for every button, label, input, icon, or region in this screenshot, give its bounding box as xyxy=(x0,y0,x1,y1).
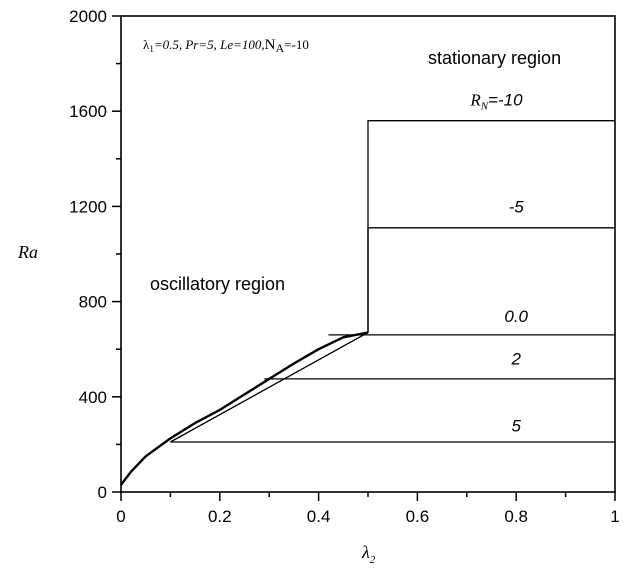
y-tick-label: 1600 xyxy=(69,102,107,121)
y-tick-label: 0 xyxy=(98,483,107,502)
x-tick-label: 0.2 xyxy=(208,507,232,526)
x-tick-label: 0.6 xyxy=(406,507,430,526)
oscillatory-region-label: oscillatory region xyxy=(150,274,285,294)
series-label: 0.0 xyxy=(504,307,528,326)
y-tick-label: 800 xyxy=(79,293,107,312)
lambda1-symbol: λ xyxy=(143,37,150,52)
x-axis-label-symbol: λ xyxy=(361,542,370,562)
rn-value: =-10 xyxy=(488,90,523,109)
y-tick-label: 400 xyxy=(79,388,107,407)
curves xyxy=(120,120,615,486)
x-tick-label: 0.4 xyxy=(307,507,331,526)
parameter-annotation: λ1=0.5, Pr=5, Le=100,NA=-10 xyxy=(143,37,309,55)
x-tick-label: 1 xyxy=(610,507,619,526)
le-value: =100, xyxy=(233,37,265,52)
series-label: 2 xyxy=(510,350,521,369)
oscillatory-boundary-curve xyxy=(120,331,369,486)
ticks: 0 0.2 0.4 0.6 0.8 1 0 400 800 1200 1600 2000 xyxy=(69,7,620,526)
series-label: RN=-10 xyxy=(469,90,523,112)
y-tick-label: 2000 xyxy=(69,7,107,26)
rn-symbol: R xyxy=(469,90,481,109)
lambda1-sub: 1 xyxy=(149,44,154,54)
na-sub: A xyxy=(276,41,285,55)
series-line xyxy=(367,227,615,333)
y-tick-label: 1200 xyxy=(69,197,107,216)
pr-name: Pr xyxy=(184,37,199,52)
rn-sub: N xyxy=(480,100,489,112)
na-name: N xyxy=(265,37,276,53)
labels: RN=-10 -5 0.0 2 5 xyxy=(469,90,528,435)
x-tick-label: 0.8 xyxy=(504,507,528,526)
x-axis-label: λ2 xyxy=(361,542,376,566)
na-value: =-10 xyxy=(284,37,309,52)
y-axis-label: Ra xyxy=(17,242,38,262)
series-line xyxy=(170,120,615,443)
x-axis-label-sub: 2 xyxy=(370,554,376,566)
series-label: -5 xyxy=(509,197,525,216)
series-label: 5 xyxy=(511,416,521,435)
stationary-region-label: stationary region xyxy=(428,48,561,68)
pr-value: =5, xyxy=(198,37,220,52)
le-name: Le xyxy=(219,37,233,52)
lambda1-value: =0.5, xyxy=(154,37,186,52)
x-tick-label: 0 xyxy=(116,507,125,526)
